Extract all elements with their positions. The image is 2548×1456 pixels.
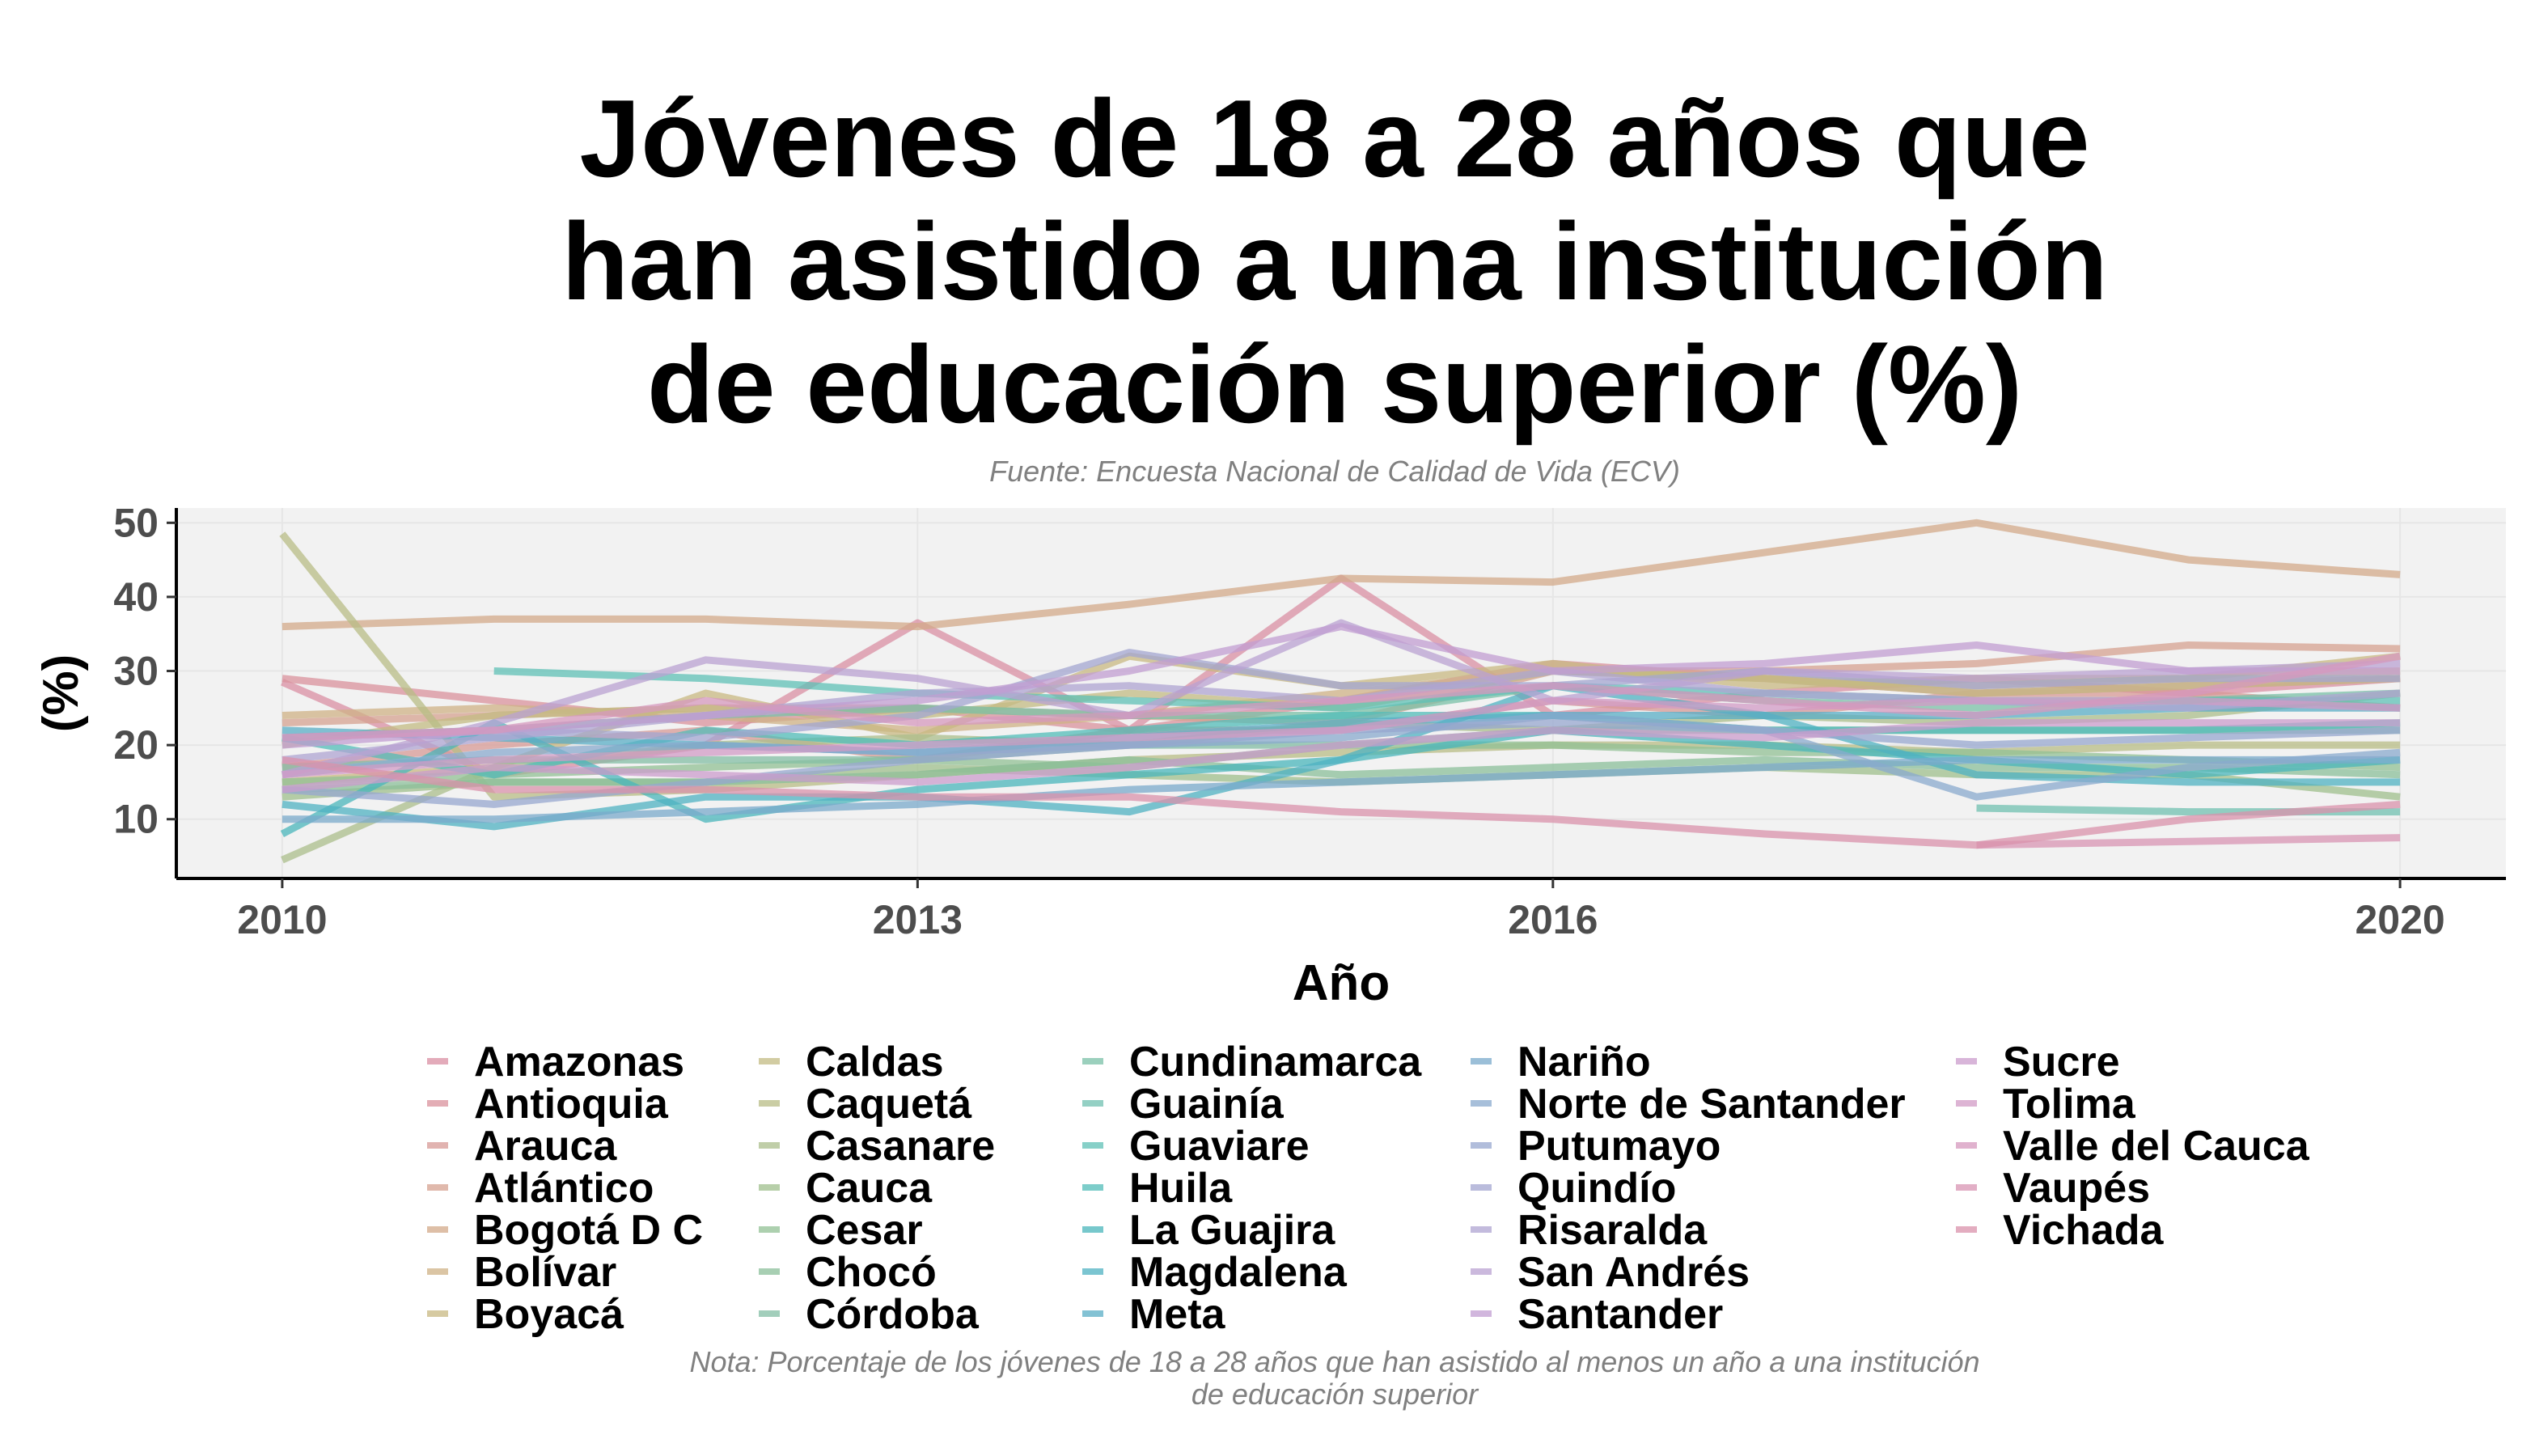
legend-item: Magdalena xyxy=(1082,1249,1348,1296)
series-line-tolima xyxy=(281,696,2401,779)
legend-label: Meta xyxy=(1129,1291,1226,1338)
series-line-nariño xyxy=(281,756,2401,823)
legend-label: Risaralda xyxy=(1517,1207,1708,1254)
legend-item: Nariño xyxy=(1471,1039,1651,1086)
y-tick-label: 10 xyxy=(113,797,159,842)
series-line-norte-de-santander xyxy=(281,712,2401,801)
legend-label: Putumayo xyxy=(1517,1123,1721,1170)
x-tick-label: 2013 xyxy=(873,897,963,942)
y-tick-label: 50 xyxy=(113,500,159,545)
legend-label: Córdoba xyxy=(806,1291,980,1338)
legend-item: Guaviare xyxy=(1082,1123,1310,1170)
legend-label: Arauca xyxy=(474,1123,617,1170)
legend-label: Antioquia xyxy=(474,1081,669,1128)
legend-label: Vichada xyxy=(2003,1207,2165,1254)
legend-label: San Andrés xyxy=(1517,1249,1750,1296)
legend-item: Córdoba xyxy=(759,1291,980,1338)
legend-label: Boyacá xyxy=(474,1291,624,1338)
chart-note: Nota: Porcentaje de los jóvenes de 18 a … xyxy=(689,1345,1980,1411)
legend-label: Bogotá D C xyxy=(474,1207,703,1254)
legend-item: Amazonas xyxy=(427,1039,684,1086)
y-axis-ticks: 10 20 30 40 50 xyxy=(113,500,176,842)
chart-title: Jóvenes de 18 a 28 años que han asistido… xyxy=(561,77,2108,446)
legend-item: Bogotá D C xyxy=(427,1207,703,1254)
legend-item: Putumayo xyxy=(1471,1123,1721,1170)
legend-item: Caquetá xyxy=(759,1081,972,1128)
legend-item: San Andrés xyxy=(1471,1249,1750,1296)
series-lines xyxy=(279,518,2401,864)
legend-item: Huila xyxy=(1082,1165,1233,1212)
legend-label: Santander xyxy=(1517,1291,1723,1338)
legend-item: Meta xyxy=(1082,1291,1226,1338)
legend-label: Vaupés xyxy=(2003,1165,2150,1212)
series-line-meta xyxy=(281,704,2401,756)
y-tick-label: 20 xyxy=(113,722,159,768)
y-tick-label: 40 xyxy=(113,574,159,620)
legend-item: Bolívar xyxy=(427,1249,616,1296)
legend-item: Caldas xyxy=(759,1039,944,1086)
legend-item: Chocó xyxy=(759,1249,937,1296)
chart-subtitle: Fuente: Encuesta Nacional de Calidad de … xyxy=(989,455,1680,488)
legend-label: Atlántico xyxy=(474,1165,654,1212)
legend-label: La Guajira xyxy=(1129,1207,1335,1254)
legend-item: Norte de Santander xyxy=(1471,1081,1906,1128)
legend-item: Antioquia xyxy=(427,1081,669,1128)
legend-item: Valle del Cauca xyxy=(1956,1123,2310,1170)
legend-item: Risaralda xyxy=(1471,1207,1708,1254)
legend-label: Quindío xyxy=(1517,1165,1676,1212)
x-tick-label: 2010 xyxy=(237,897,327,942)
legend-label: Magdalena xyxy=(1129,1249,1348,1296)
legend-item: Cesar xyxy=(759,1207,923,1254)
y-tick-label: 30 xyxy=(113,649,159,694)
legend-label: Sucre xyxy=(2003,1039,2120,1086)
series-line-san-andrés xyxy=(281,619,2401,779)
series-line-santander xyxy=(281,623,2401,749)
legend-item: Cundinamarca xyxy=(1082,1039,1422,1086)
series-line-bogotá-d-c xyxy=(281,518,2401,631)
legend-label: Norte de Santander xyxy=(1517,1081,1906,1128)
legend-item: Santander xyxy=(1471,1291,1723,1338)
y-axis-title: (%) xyxy=(33,654,89,732)
legend-label: Cundinamarca xyxy=(1129,1039,1422,1086)
legend-item: Cauca xyxy=(759,1165,933,1212)
x-tick-label: 2020 xyxy=(2355,897,2444,942)
series-line-valle-del-cauca xyxy=(281,652,2401,742)
legend-item: Vaupés xyxy=(1956,1165,2150,1212)
legend-label: Guainía xyxy=(1129,1081,1285,1128)
legend-label: Nariño xyxy=(1517,1039,1651,1086)
legend-label: Tolima xyxy=(2003,1081,2136,1128)
series-line-vaupés xyxy=(1976,834,2401,849)
legend-label: Valle del Cauca xyxy=(2003,1123,2310,1170)
legend-label: Huila xyxy=(1129,1165,1233,1212)
legend-item: Boyacá xyxy=(427,1291,624,1338)
legend-label: Caldas xyxy=(806,1039,944,1086)
legend-item: Casanare xyxy=(759,1123,995,1170)
series-line-sucre xyxy=(281,719,2401,794)
legend-label: Guaviare xyxy=(1129,1123,1310,1170)
series-line-quindío xyxy=(281,649,2401,742)
series-line-magdalena xyxy=(281,682,2401,831)
x-tick-label: 2016 xyxy=(1508,897,1598,942)
legend-label: Caquetá xyxy=(806,1081,972,1128)
series-line-vichada xyxy=(281,756,2401,849)
legend-item: La Guajira xyxy=(1082,1207,1335,1254)
legend-item: Vichada xyxy=(1956,1207,2165,1254)
legend-label: Chocó xyxy=(806,1249,937,1296)
legend-item: Quindío xyxy=(1471,1165,1676,1212)
legend-label: Amazonas xyxy=(474,1039,684,1086)
legend-item: Atlántico xyxy=(427,1165,654,1212)
legend-label: Cauca xyxy=(806,1165,933,1212)
legend-label: Bolívar xyxy=(474,1249,616,1296)
x-axis-ticks: 2010 2013 2016 2020 xyxy=(237,878,2445,942)
x-axis-title: Año xyxy=(1293,955,1390,1011)
legend-item: Guainía xyxy=(1082,1081,1285,1128)
legend-label: Cesar xyxy=(806,1207,923,1254)
legend-item: Tolima xyxy=(1956,1081,2136,1128)
legend-label: Casanare xyxy=(806,1123,995,1170)
legend-item: Arauca xyxy=(427,1123,617,1170)
legend-item: Sucre xyxy=(1956,1039,2120,1086)
